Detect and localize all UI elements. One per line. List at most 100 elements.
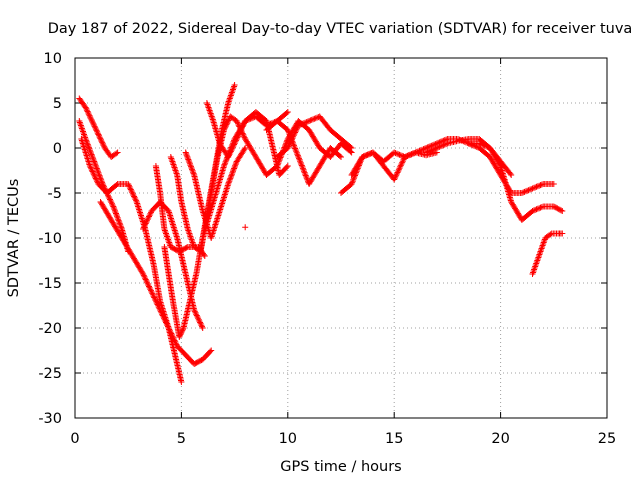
data-point: [167, 329, 174, 336]
data-point: [228, 147, 235, 154]
data-point: [172, 340, 179, 347]
data-point: [199, 323, 205, 330]
data-point: [164, 322, 171, 329]
data-point: [179, 326, 186, 333]
data-point: [109, 202, 116, 209]
series-arc-t: [529, 230, 566, 277]
data-point: [166, 327, 173, 334]
data-point: [235, 120, 241, 127]
data-point: [225, 152, 232, 159]
data-point: [476, 140, 483, 147]
data-point: [347, 144, 354, 150]
data-point: [226, 151, 233, 158]
data-point: [146, 212, 153, 219]
y-tick-label: -30: [38, 411, 62, 427]
data-point: [242, 145, 249, 151]
data-point: [154, 301, 161, 308]
data-point: [227, 149, 234, 156]
data-point: [240, 133, 247, 140]
data-point: [183, 244, 190, 251]
data-point: [129, 190, 136, 197]
data-point: [88, 116, 95, 123]
data-point: [191, 307, 198, 313]
data-point: [127, 185, 134, 192]
data-point: [399, 158, 406, 165]
data-point: [166, 326, 173, 333]
data-point: [144, 216, 151, 223]
data-point: [87, 115, 94, 122]
data-point: [117, 221, 124, 228]
data-point: [193, 311, 200, 318]
data-point: [234, 119, 241, 126]
data-point: [149, 290, 156, 297]
data-point: [433, 145, 440, 151]
data-point: [222, 158, 229, 165]
data-point: [496, 161, 503, 168]
x-tick-labels: 0 5 10 15 20 25: [70, 431, 616, 447]
y-tick-label: -5: [48, 186, 62, 202]
data-point: [162, 318, 169, 325]
data-point: [284, 145, 291, 151]
series-arc-e: [140, 199, 206, 331]
data-point: [132, 196, 139, 203]
data-point: [393, 170, 400, 177]
data-point: [90, 122, 97, 128]
data-point: [193, 312, 200, 319]
data-point: [538, 204, 545, 211]
data-point: [536, 182, 543, 189]
data-point: [87, 148, 94, 155]
data-point: [144, 217, 150, 224]
data-point: [297, 158, 304, 165]
data-point: [401, 154, 408, 160]
data-point: [399, 159, 406, 166]
data-point: [156, 305, 163, 312]
data-point: [127, 186, 134, 193]
data-point: [393, 172, 400, 179]
data-point: [238, 126, 245, 133]
data-point: [524, 187, 531, 194]
data-point: [239, 124, 245, 131]
data-point: [197, 320, 204, 327]
data-point: [288, 136, 295, 143]
data-point: [225, 179, 232, 186]
data-point: [336, 153, 343, 159]
data-point: [126, 183, 133, 190]
series-arc-s: [465, 140, 566, 223]
data-point: [550, 181, 557, 187]
data-point: [125, 181, 132, 187]
data-point: [157, 307, 164, 313]
data-point: [84, 108, 91, 115]
data-point: [98, 138, 105, 145]
data-point: [199, 325, 206, 331]
data-point: [159, 311, 166, 318]
data-point: [89, 118, 95, 124]
data-point: [113, 182, 120, 188]
data-point: [161, 316, 168, 323]
data-point: [240, 122, 247, 129]
data-point: [93, 127, 100, 134]
data-point: [558, 207, 565, 214]
data-point: [129, 189, 136, 196]
data-point: [153, 300, 160, 307]
data-point: [284, 109, 291, 115]
x-tick-label: 15: [385, 431, 403, 447]
data-point: [98, 136, 104, 143]
data-point: [198, 322, 205, 329]
data-point: [228, 171, 235, 178]
data-point: [293, 126, 300, 133]
data-point: [507, 170, 514, 177]
data-point: [221, 125, 228, 132]
data-point: [208, 347, 215, 354]
data-point: [100, 142, 107, 149]
data-point: [147, 286, 154, 293]
data-point: [412, 149, 419, 156]
data-point: [304, 118, 311, 125]
data-point: [96, 134, 103, 141]
data-point: [131, 194, 138, 201]
data-point: [224, 120, 231, 127]
data-point: [85, 111, 92, 118]
x-tick-label: 25: [598, 431, 616, 447]
grid-lines: [75, 58, 607, 418]
data-point: [236, 130, 243, 137]
data-point: [536, 205, 543, 212]
